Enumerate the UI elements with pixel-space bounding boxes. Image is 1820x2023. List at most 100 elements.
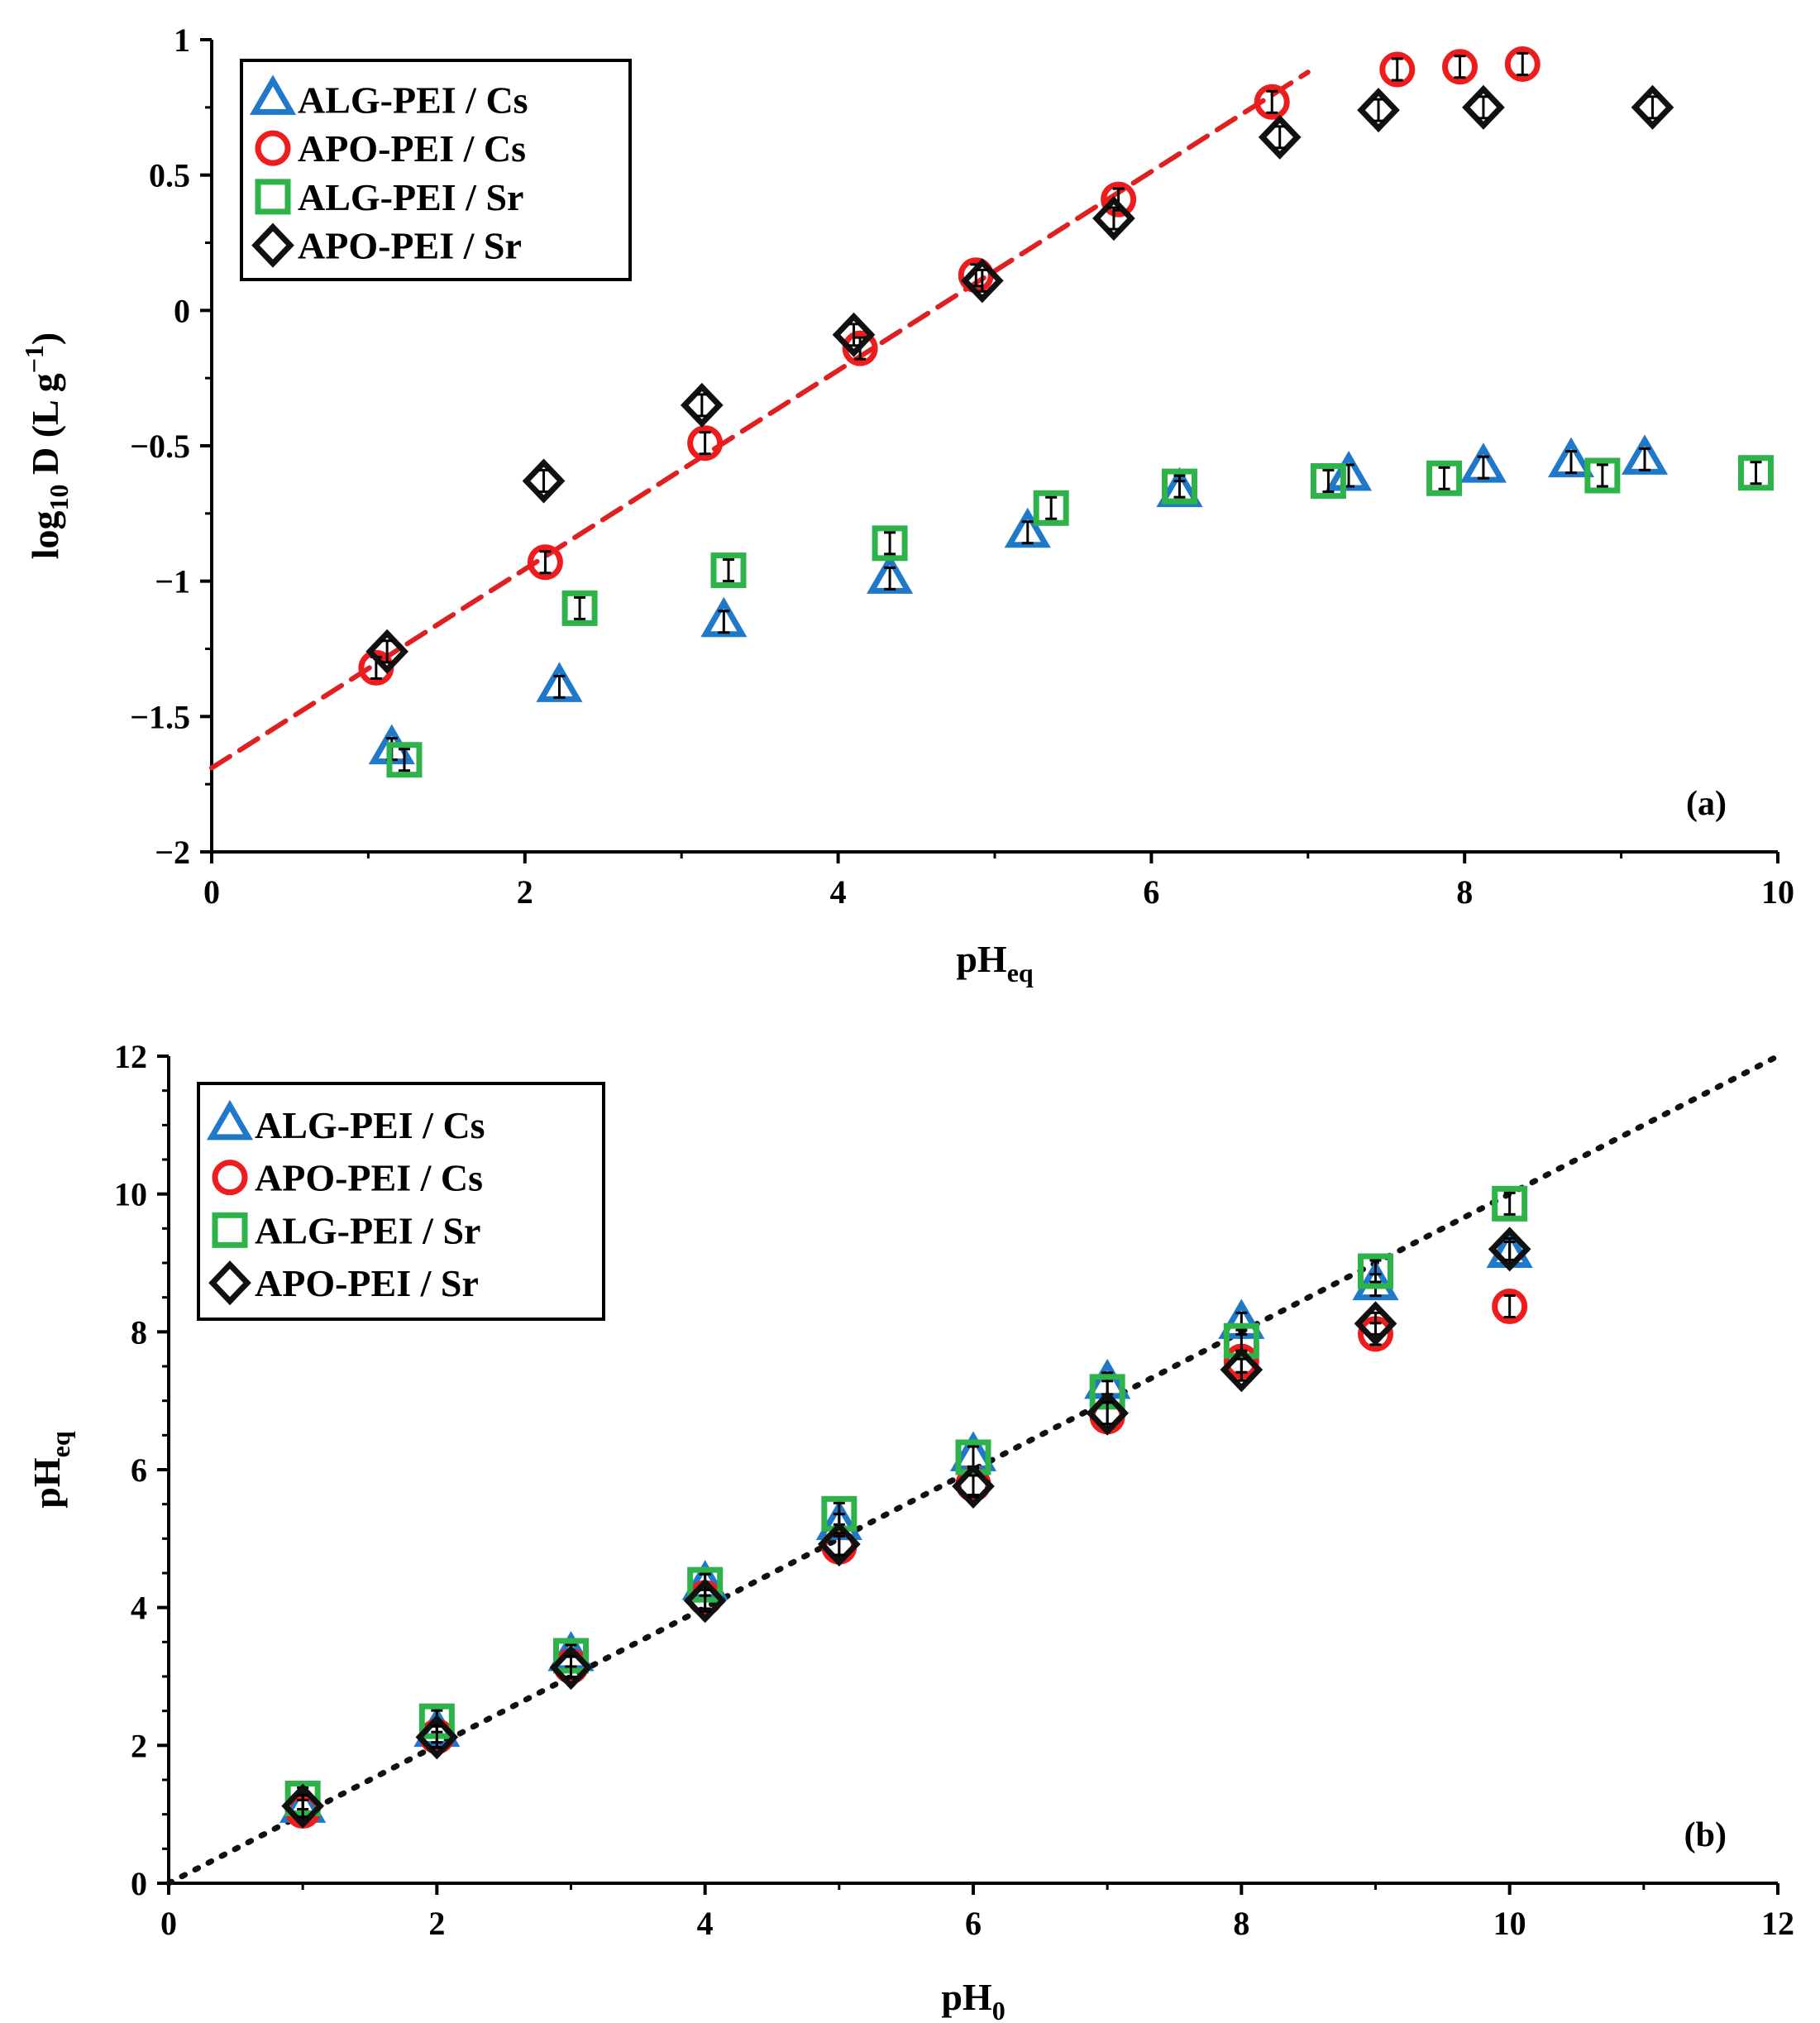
x-tick-label: 4 [697,1905,714,1942]
series-apo-pei-sr [365,84,1674,674]
data-point-alg-pei-cs [1459,442,1507,483]
y-tick-label: −0.5 [130,428,190,465]
legend-marker-alg-pei-sr [255,179,291,215]
legend-marker-alg-pei-cs [249,74,297,115]
x-axis-title-subscript: 0 [992,1996,1006,2023]
data-point-apo-pei-sr [961,258,1004,304]
data-point-alg-pei-cs [536,662,583,702]
data-point-apo-pei-sr [817,1521,861,1567]
data-point-apo-pei-sr [1220,1347,1263,1393]
y-tick-label: −2 [155,834,190,871]
legend-label-apo-pei-sr: APO-PEI / Sr [255,1262,479,1304]
data-point-alg-pei-sr [1737,455,1774,491]
x-tick-label: 6 [965,1905,982,1942]
data-point-apo-pei-sr [365,629,408,674]
data-point-apo-pei-sr [549,1645,593,1691]
x-axis-title-subscript: eq [1007,958,1034,988]
legend-label-alg-pei-sr: ALG-PEI / Sr [255,1209,480,1251]
y-tick-label: 0 [174,292,190,329]
panel-label: (a) [1686,785,1727,823]
data-point-alg-pei-sr [1584,457,1621,494]
data-point-apo-pei-sr [952,1463,995,1509]
x-tick-label: 12 [1761,1905,1794,1942]
x-axis-title-main: pH [941,1976,992,2018]
legend-marker-apo-pei-cs [212,1160,248,1196]
y-axis-title: pHeq [26,1431,75,1509]
data-point-apo-pei-sr [415,1715,459,1760]
x-axis-title: pH0 [941,1976,1005,2023]
data-point-apo-pei-cs [527,544,563,581]
panel-label: (b) [1684,1816,1727,1854]
legend-label-apo-pei-sr: APO-PEI / Sr [298,225,522,267]
panel-b-ph-eq-vs-ph-initial: 0 2 4 6 8 10 12 0 2 4 6 8 10 12 ALG-PEI / Cs APO-PEI / … [26,1038,1794,2023]
data-point-alg-pei-sr [1358,1253,1393,1289]
x-axis-title-main: pH [956,938,1007,980]
data-point-apo-pei-sr [1354,1301,1397,1346]
legend-box [197,1082,605,1321]
data-point-apo-pei-cs [1504,45,1541,82]
panel-a-log-distribution-vs-ph: 0 2 4 6 8 10 −2 −1.5 −1 −0.5 0 0.5 1 ALG-PEI / Cs APO-… [19,22,1794,988]
x-axis-title: pHeq [956,938,1034,988]
data-point-apo-pei-cs [1492,1289,1528,1324]
data-point-apo-pei-sr [1462,84,1505,130]
y-tick-label: 6 [131,1451,147,1489]
data-point-apo-pei-cs [842,330,878,366]
x-tick-label: 0 [160,1905,177,1942]
data-point-alg-pei-cs [1547,437,1595,478]
legend: ALG-PEI / Cs APO-PEI / Cs ALG-PEI / Sr APO-… [240,59,632,281]
y-tick-label: 8 [131,1313,147,1351]
y-tick-label: 0.5 [149,157,190,194]
legend-label-alg-pei-cs: ALG-PEI / Cs [255,1104,485,1146]
data-point-apo-pei-sr [1631,84,1674,130]
legend-label-apo-pei-cs: APO-PEI / Cs [255,1157,483,1199]
data-point-apo-pei-sr [683,1578,727,1624]
data-point-alg-pei-cs [1156,466,1203,508]
y-axis-title-subscript: eq [45,1431,75,1457]
data-point-apo-pei-cs [687,425,724,462]
x-tick-label: 2 [428,1905,445,1942]
y-tick-label: 10 [114,1176,147,1213]
data-point-alg-pei-sr [1426,460,1463,496]
data-point-alg-pei-cs [1621,434,1669,475]
data-point-alg-pei-sr [1033,490,1069,526]
y-axis-title-superscript: −1 [19,345,49,373]
data-point-alg-pei-sr [1310,463,1346,500]
data-point-apo-pei-cs [1379,51,1416,88]
data-point-alg-pei-cs [1352,1260,1399,1301]
y-axis-title-unit: D (L g [24,373,66,484]
legend-marker-apo-pei-sr [208,1260,251,1306]
legend-label-alg-pei-cs: ALG-PEI / Cs [298,79,528,121]
data-point-alg-pei-cs [700,596,748,638]
data-point-alg-pei-sr [1161,468,1197,505]
data-point-alg-pei-sr [710,552,747,589]
y-axis-title-close: ) [24,332,66,345]
y-tick-label: 12 [114,1038,147,1075]
x-tick-label: 8 [1456,873,1473,911]
data-point-apo-pei-cs [1101,181,1137,218]
data-point-alg-pei-cs [1004,507,1051,548]
legend-label-apo-pei-cs: APO-PEI / Cs [298,127,526,170]
data-point-apo-pei-sr [522,458,566,504]
data-point-apo-pei-sr [1258,114,1302,160]
x-tick-label: 6 [1143,873,1159,911]
y-tick-label: −1 [155,563,190,600]
y-tick-label: −1.5 [130,698,190,735]
x-tick-label: 10 [1761,873,1794,911]
legend-marker-alg-pei-cs [206,1099,254,1141]
y-axis-title-main: pH [26,1457,68,1509]
y-tick-label: 1 [174,22,190,59]
data-point-apo-pei-sr [281,1783,325,1829]
x-tick-label: 2 [517,873,533,911]
data-point-alg-pei-cs [1325,451,1373,491]
data-point-apo-pei-sr [1086,1390,1130,1436]
legend: ALG-PEI / Cs APO-PEI / Cs ALG-PEI / Sr APO-… [197,1082,605,1321]
legend-box [240,59,632,281]
x-tick-label: 10 [1493,1905,1526,1942]
data-point-apo-pei-sr [1488,1227,1531,1272]
data-point-alg-pei-cs [867,553,914,594]
data-point-alg-pei-sr [561,590,598,626]
data-point-apo-pei-sr [1092,195,1135,242]
data-point-apo-pei-cs [1442,49,1478,85]
